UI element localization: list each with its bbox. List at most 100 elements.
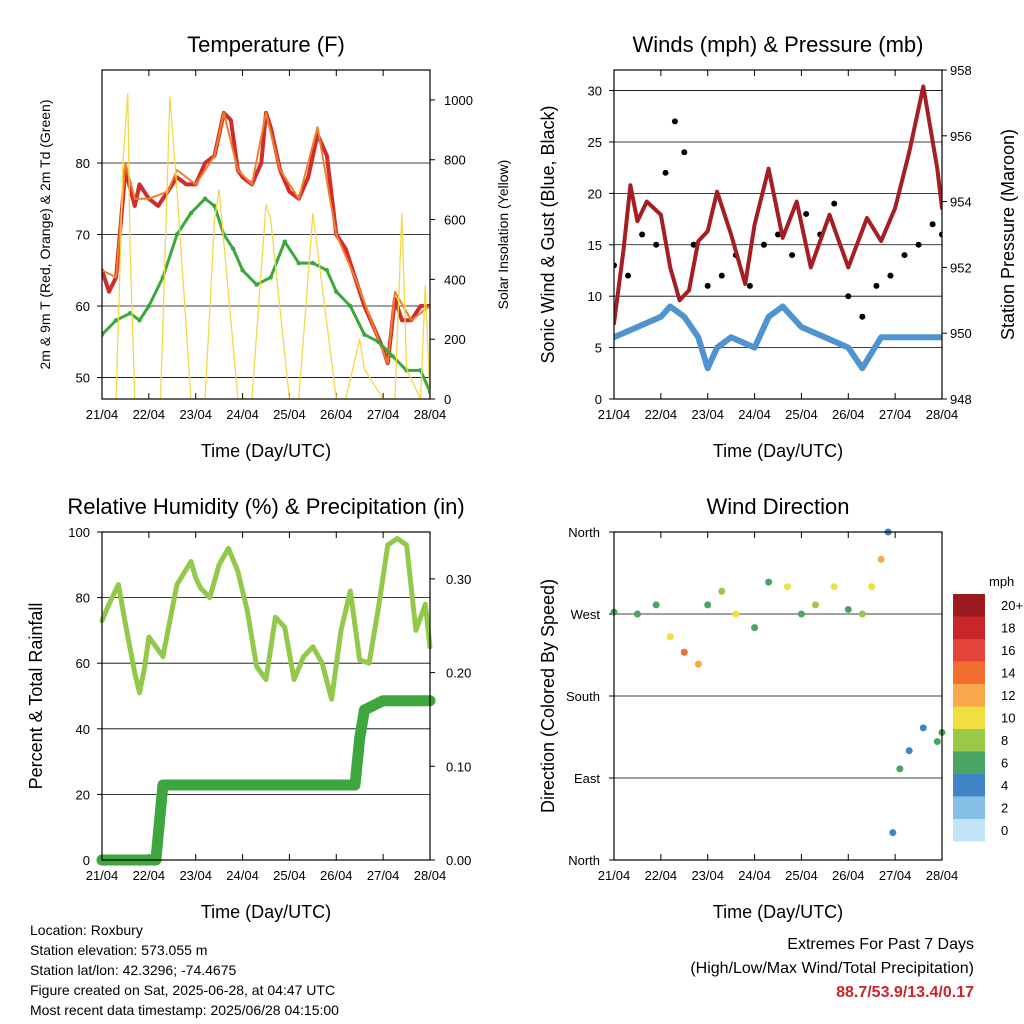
y-tick-label: 25 xyxy=(588,135,602,150)
y2-axis-label: Solar Insolation (Yellow) xyxy=(495,160,511,310)
direction-point xyxy=(858,610,866,618)
td-point xyxy=(268,275,273,280)
colorbar-swatch xyxy=(953,639,985,662)
y-tick-label: 40 xyxy=(76,722,90,737)
x-tick-label: 22/04 xyxy=(133,868,166,883)
series-precipitation xyxy=(96,695,436,866)
gust-point xyxy=(789,252,796,259)
series-station-pressure xyxy=(614,84,942,326)
panel-title: Wind Direction xyxy=(706,494,849,519)
colorbar-swatch xyxy=(953,751,985,774)
y-tick-label: 70 xyxy=(76,228,90,243)
direction-point xyxy=(680,648,688,656)
x-tick-label: 26/04 xyxy=(832,868,865,883)
colorbar-label: 10 xyxy=(1001,711,1015,726)
series-solar-insolation xyxy=(115,93,430,399)
direction-point xyxy=(830,583,838,591)
panel-title: Temperature (F) xyxy=(187,32,345,57)
y-tick-label: 60 xyxy=(76,656,90,671)
panel-1: Temperature (F) Time (Day/UTC) 2m & 9m T (… xyxy=(37,32,511,461)
direction-point xyxy=(783,583,791,591)
x-tick-label: 25/04 xyxy=(785,868,818,883)
td-point xyxy=(362,332,367,337)
y2-tick-label: 952 xyxy=(950,260,972,275)
gust-point xyxy=(671,118,678,125)
plot-border xyxy=(101,69,431,400)
direction-point xyxy=(704,601,712,609)
x-tick-label: 24/04 xyxy=(738,868,771,883)
x-tick-label: 24/04 xyxy=(738,407,771,422)
panel-2: Winds (mph) & Pressure (mb) Time (Day/UTC… xyxy=(538,32,1018,461)
y-tick-label: 100 xyxy=(68,525,90,540)
y2-tick-label: 600 xyxy=(444,213,466,228)
x-tick-label: 23/04 xyxy=(179,868,212,883)
td-point xyxy=(254,282,259,287)
y-axis-label: Sonic Wind & Gust (Blue, Black) xyxy=(538,105,558,363)
td-point xyxy=(113,318,119,323)
x-tick-label: 28/04 xyxy=(414,407,447,422)
y2-tick-label: 948 xyxy=(950,392,972,407)
td-point xyxy=(202,196,208,201)
td-point xyxy=(282,239,287,244)
x-tick-label: 25/04 xyxy=(785,407,818,422)
x-tick-label: 28/04 xyxy=(414,868,447,883)
station-info: Location: Roxbury Station elevation: 573… xyxy=(30,920,339,1020)
location-text: Location: Roxbury xyxy=(30,922,143,938)
elevation-text: Station elevation: 573.055 m xyxy=(30,942,208,958)
series-2m-td xyxy=(102,197,430,394)
td-point xyxy=(137,318,142,323)
gust-point xyxy=(760,241,767,248)
x-tick-label: 25/04 xyxy=(273,868,306,883)
colorbar-swatch xyxy=(953,729,985,752)
x-tick-label: 26/04 xyxy=(320,407,353,422)
colorbar-title: mph xyxy=(989,574,1014,589)
y2-axis-label: Station Pressure (Maroon) xyxy=(998,129,1018,340)
panel-4: Wind Direction Time (Day/UTC) Direction (C… xyxy=(538,494,1023,922)
x-tick-label: 24/04 xyxy=(226,868,259,883)
y-tick-label: 15 xyxy=(588,238,602,253)
x-tick-label: 27/04 xyxy=(879,407,912,422)
direction-point xyxy=(694,660,702,668)
y2-tick-label: 0.30 xyxy=(446,572,471,587)
panel-3: Relative Humidity (%) & Precipitation (i… xyxy=(26,494,471,922)
gust-point xyxy=(614,262,617,269)
gust-point xyxy=(625,272,632,279)
y-tick-label: 0 xyxy=(595,392,602,407)
y2-tick-label: 0.10 xyxy=(446,759,471,774)
td-point xyxy=(334,289,339,294)
gust-point xyxy=(746,282,753,289)
y2-tick-label: 950 xyxy=(950,326,972,341)
td-point xyxy=(376,339,381,344)
series-group xyxy=(614,84,942,372)
y2-tick-label: 0.00 xyxy=(446,853,471,868)
y-tick-label: East xyxy=(574,771,600,786)
td-point xyxy=(127,310,133,316)
x-tick-label: 27/04 xyxy=(367,407,400,422)
gust-point xyxy=(915,241,922,248)
plot-border xyxy=(613,531,943,861)
created-text: Figure created on Sat, 2025-06-28, at 04… xyxy=(30,982,336,998)
colorbar-swatch xyxy=(953,796,985,819)
direction-point xyxy=(666,633,674,641)
y-tick-label: 80 xyxy=(76,156,90,171)
gust-point xyxy=(845,293,852,300)
y-tick-label: North xyxy=(568,853,600,868)
td-point xyxy=(146,303,152,309)
colorbar-swatch xyxy=(953,819,985,842)
y-tick-label: 50 xyxy=(76,371,90,386)
direction-point xyxy=(765,578,773,586)
y2-tick-label: 956 xyxy=(950,129,972,144)
direction-point xyxy=(751,624,759,632)
x-tick-label: 24/04 xyxy=(226,407,259,422)
x-axis-label: Time (Day/UTC) xyxy=(713,441,843,461)
x-axis-label: Time (Day/UTC) xyxy=(713,902,843,922)
gust-point xyxy=(901,252,908,259)
x-tick-label: 28/04 xyxy=(926,407,959,422)
y2-tick-label: 954 xyxy=(950,195,972,210)
colorbar-label: 20+ xyxy=(1001,598,1023,613)
gust-point xyxy=(887,272,894,279)
series-relative-humidity xyxy=(99,536,433,702)
x-tick-label: 27/04 xyxy=(879,868,912,883)
td-point xyxy=(188,210,194,216)
